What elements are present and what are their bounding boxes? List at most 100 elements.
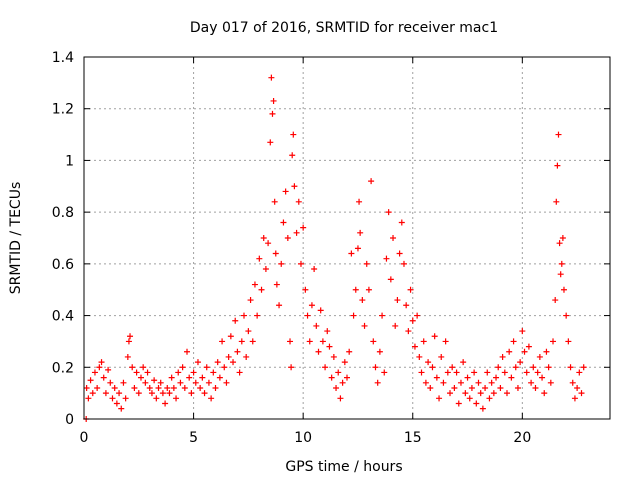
data-point — [109, 395, 116, 402]
data-point — [565, 338, 572, 345]
data-point — [293, 229, 300, 236]
y-tick-label: 1.4 — [52, 50, 74, 66]
data-point — [462, 390, 469, 397]
data-point — [341, 359, 348, 366]
data-point — [451, 384, 458, 391]
data-point — [181, 384, 188, 391]
data-point — [530, 364, 537, 371]
data-point — [521, 348, 528, 355]
data-point — [268, 74, 275, 81]
data-point — [243, 353, 250, 360]
data-point — [543, 348, 550, 355]
data-point — [431, 333, 438, 340]
data-point — [297, 260, 304, 267]
data-point — [107, 379, 114, 386]
data-point — [396, 250, 403, 257]
data-point — [98, 359, 105, 366]
data-point — [135, 390, 142, 397]
data-point — [170, 384, 177, 391]
y-tick-label: 0.2 — [52, 360, 74, 376]
data-point — [365, 286, 372, 293]
data-point — [433, 374, 440, 381]
y-tick-label: 1 — [65, 153, 74, 169]
data-point — [335, 369, 342, 376]
data-point — [350, 312, 357, 319]
data-point — [436, 395, 443, 402]
data-point — [359, 297, 366, 304]
data-point — [291, 183, 298, 190]
data-point — [328, 374, 335, 381]
data-point — [188, 390, 195, 397]
data-point — [473, 400, 480, 407]
data-point — [409, 317, 416, 324]
data-point — [482, 384, 489, 391]
ticks: 0 0.2 0.4 0.6 0.8 1 1.2 1.4 0 5 10 15 20 — [52, 50, 610, 446]
data-point — [153, 395, 160, 402]
data-point — [234, 348, 241, 355]
data-point — [385, 209, 392, 216]
data-point — [240, 312, 247, 319]
data-point — [398, 219, 405, 226]
data-point — [166, 390, 173, 397]
data-point — [488, 379, 495, 386]
data-point — [140, 364, 147, 371]
data-point — [567, 364, 574, 371]
grid — [84, 57, 610, 419]
data-point — [288, 364, 295, 371]
data-point — [190, 369, 197, 376]
data-point — [227, 333, 234, 340]
data-point — [429, 364, 436, 371]
data-point — [392, 322, 399, 329]
data-point — [356, 198, 363, 205]
data-point — [411, 343, 418, 350]
data-point — [560, 286, 567, 293]
data-point — [578, 390, 585, 397]
data-point — [295, 198, 302, 205]
data-point — [116, 390, 123, 397]
data-point — [258, 286, 265, 293]
data-point — [547, 379, 554, 386]
data-point — [197, 384, 204, 391]
data-point — [184, 348, 191, 355]
data-point — [100, 374, 107, 381]
data-point — [422, 379, 429, 386]
data-point — [317, 307, 324, 314]
data-point — [289, 152, 296, 159]
data-point — [557, 271, 564, 278]
data-point — [394, 297, 401, 304]
data-point — [247, 297, 254, 304]
data-point — [420, 338, 427, 345]
data-point — [379, 312, 386, 319]
data-point — [444, 369, 451, 376]
data-point — [124, 353, 131, 360]
y-tick-label: 0 — [65, 412, 74, 428]
data-point — [269, 110, 276, 117]
data-point — [390, 235, 397, 241]
data-point — [418, 369, 425, 376]
data-point — [569, 379, 576, 386]
data-point — [162, 400, 169, 407]
data-point — [512, 364, 519, 371]
data-point — [280, 219, 287, 226]
data-point — [89, 390, 96, 397]
data-point — [357, 229, 364, 236]
data-point — [304, 312, 311, 319]
data-point — [322, 364, 329, 371]
data-point — [495, 364, 502, 371]
data-point — [348, 250, 355, 257]
data-point — [118, 405, 125, 412]
data-point — [186, 374, 193, 381]
data-point — [523, 369, 530, 376]
data-point — [571, 395, 578, 402]
data-point — [400, 260, 407, 267]
data-point — [508, 374, 515, 381]
data-point — [278, 260, 285, 267]
data-point — [324, 328, 331, 335]
data-point — [387, 276, 394, 283]
data-point — [361, 322, 368, 329]
data-point — [580, 364, 587, 371]
data-point — [552, 297, 559, 304]
data-point — [563, 312, 570, 319]
data-point — [262, 266, 269, 273]
